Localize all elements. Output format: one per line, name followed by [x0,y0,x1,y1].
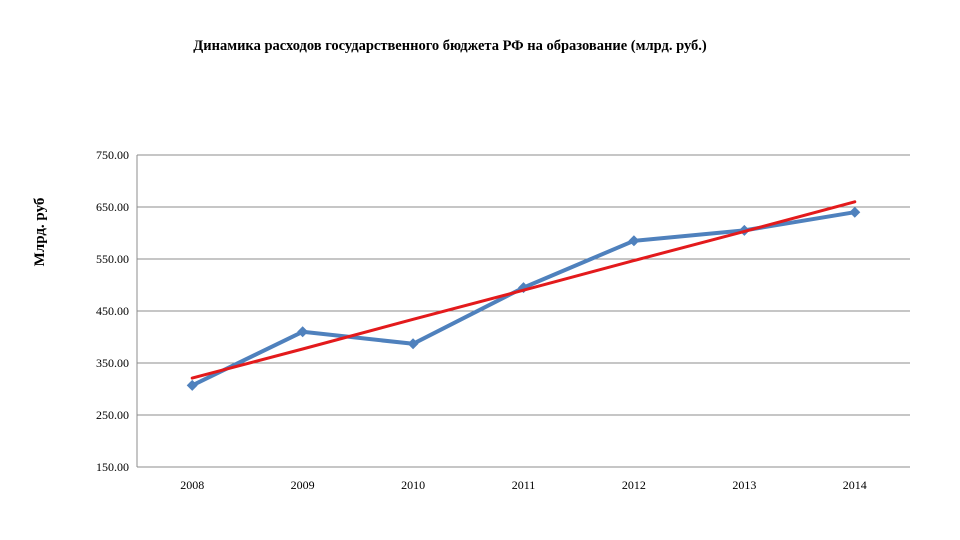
x-tick-label: 2009 [291,478,315,492]
y-tick-label: 450.00 [96,304,129,318]
data-point-marker [849,206,861,218]
series-layer [186,200,861,391]
y-axis-label: Млрд. руб [32,198,48,267]
trend-line [190,200,857,380]
data-point-marker [297,326,309,338]
y-tick-label: 250.00 [96,408,129,422]
gridlines [136,154,910,468]
x-tick-label: 2014 [843,478,867,492]
data-point-marker [407,338,419,350]
y-tick-label: 150.00 [96,460,129,474]
x-tick-label: 2013 [732,478,756,492]
series-line [190,210,857,388]
chart-title: Динамика расходов государственного бюдже… [193,38,707,54]
x-tick-label: 2008 [180,478,204,492]
y-axis-ticks: 150.00 250.00 350.00 450.00 550.00 650.00 750.… [96,148,129,474]
y-tick-label: 650.00 [96,200,129,214]
y-tick-label: 550.00 [96,252,129,266]
y-tick-label: 350.00 [96,356,129,370]
y-tick-label: 750.00 [96,148,129,162]
data-point-marker [186,379,198,391]
x-tick-label: 2012 [622,478,646,492]
x-tick-label: 2011 [512,478,536,492]
x-axis-ticks: 2008 2009 2010 2011 2012 2013 2014 [180,478,867,492]
x-tick-label: 2010 [401,478,425,492]
data-point-marker [628,235,640,247]
